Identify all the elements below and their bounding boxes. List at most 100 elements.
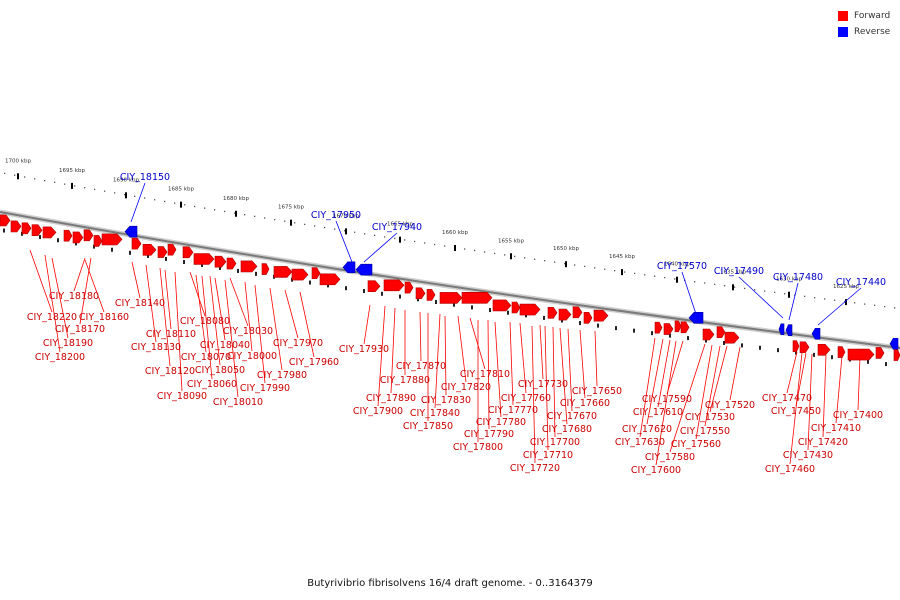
forward-gene[interactable] (492, 299, 512, 312)
forward-gene[interactable] (893, 349, 900, 361)
forward-gene-label[interactable]: CIY_18190 (43, 338, 93, 349)
forward-gene-label[interactable]: CIY_17520 (705, 400, 755, 411)
forward-gene-label[interactable]: CIY_17650 (572, 386, 622, 397)
forward-gene-label[interactable]: CIY_18010 (213, 397, 263, 408)
forward-gene-label[interactable]: CIY_18060 (187, 379, 237, 390)
forward-gene-label[interactable]: CIY_17560 (671, 439, 721, 450)
reverse-gene[interactable] (124, 225, 138, 238)
forward-gene[interactable] (875, 347, 885, 359)
forward-gene[interactable] (226, 257, 237, 270)
reverse-gene[interactable] (811, 327, 821, 340)
forward-gene[interactable] (439, 292, 463, 304)
forward-gene[interactable] (663, 323, 674, 335)
forward-gene-label[interactable]: CIY_17830 (421, 395, 471, 406)
forward-gene[interactable] (583, 312, 593, 324)
forward-gene-label[interactable]: CIY_18140 (115, 298, 165, 309)
forward-gene[interactable] (101, 233, 123, 246)
reverse-gene[interactable] (688, 312, 704, 324)
reverse-gene-label[interactable]: CIY_17480 (773, 272, 823, 283)
forward-gene-label[interactable]: CIY_17420 (798, 437, 848, 448)
forward-gene-label[interactable]: CIY_17870 (396, 361, 446, 372)
reverse-gene-label[interactable]: CIY_17940 (372, 222, 422, 233)
forward-gene-label[interactable]: CIY_17980 (257, 370, 307, 381)
reverse-gene[interactable] (342, 261, 356, 274)
forward-gene[interactable] (291, 268, 309, 281)
forward-gene-label[interactable]: CIY_17660 (560, 398, 610, 409)
forward-gene[interactable] (404, 281, 414, 294)
forward-gene[interactable] (83, 229, 94, 242)
forward-gene-label[interactable]: CIY_17720 (510, 463, 560, 474)
forward-gene-label[interactable]: CIY_17760 (501, 393, 551, 404)
forward-gene[interactable] (261, 263, 270, 275)
forward-gene-label[interactable]: CIY_17990 (240, 383, 290, 394)
forward-gene-label[interactable]: CIY_17670 (547, 411, 597, 422)
forward-gene[interactable] (792, 340, 800, 352)
forward-gene[interactable] (72, 231, 84, 244)
forward-gene[interactable] (519, 303, 541, 316)
forward-gene-label[interactable]: CIY_17450 (771, 406, 821, 417)
forward-gene[interactable] (319, 273, 341, 286)
forward-gene[interactable] (817, 343, 831, 356)
forward-gene-label[interactable]: CIY_17550 (680, 426, 730, 437)
forward-gene-label[interactable]: CIY_17620 (622, 424, 672, 435)
forward-gene[interactable] (63, 229, 73, 242)
forward-gene-label[interactable]: CIY_17470 (762, 393, 812, 404)
forward-gene[interactable] (0, 214, 11, 227)
forward-gene-label[interactable]: CIY_17930 (339, 344, 389, 355)
forward-gene-label[interactable]: CIY_17840 (410, 408, 460, 419)
forward-gene-label[interactable]: CIY_17590 (642, 394, 692, 405)
forward-gene[interactable] (383, 279, 405, 292)
forward-gene-label[interactable]: CIY_17780 (476, 417, 526, 428)
forward-gene-label[interactable]: CIY_17770 (488, 405, 538, 416)
forward-gene-label[interactable]: CIY_17700 (530, 437, 580, 448)
forward-gene[interactable] (240, 260, 258, 273)
forward-gene-label[interactable]: CIY_18200 (35, 352, 85, 363)
forward-gene-label[interactable]: CIY_17610 (633, 407, 683, 418)
forward-gene-label[interactable]: CIY_18030 (223, 326, 273, 337)
reverse-gene[interactable] (889, 337, 899, 350)
forward-gene-label[interactable]: CIY_18050 (195, 365, 245, 376)
forward-gene-label[interactable]: CIY_17580 (645, 452, 695, 463)
forward-gene[interactable] (273, 266, 293, 278)
forward-gene-label[interactable]: CIY_17730 (518, 379, 568, 390)
forward-gene[interactable] (847, 348, 875, 361)
forward-gene[interactable] (93, 235, 103, 247)
forward-gene-label[interactable]: CIY_18110 (146, 329, 196, 340)
forward-gene-label[interactable]: CIY_17410 (811, 423, 861, 434)
forward-gene[interactable] (511, 301, 521, 314)
forward-gene[interactable] (674, 320, 682, 333)
forward-gene[interactable] (311, 267, 321, 279)
forward-gene-label[interactable]: CIY_17600 (631, 465, 681, 476)
forward-gene[interactable] (42, 226, 57, 239)
forward-gene[interactable] (182, 246, 194, 259)
forward-gene-label[interactable]: CIY_17790 (464, 429, 514, 440)
forward-gene-label[interactable]: CIY_17460 (765, 464, 815, 475)
reverse-gene[interactable] (785, 324, 793, 337)
forward-gene[interactable] (142, 244, 157, 256)
reverse-gene-label[interactable]: CIY_17490 (714, 266, 764, 277)
reverse-gene[interactable] (778, 323, 785, 336)
forward-gene-label[interactable]: CIY_18180 (49, 291, 99, 302)
forward-gene-label[interactable]: CIY_17680 (542, 424, 592, 435)
reverse-gene-label[interactable]: CIY_17950 (311, 210, 361, 221)
forward-gene-label[interactable]: CIY_18220 (27, 312, 77, 323)
forward-gene[interactable] (724, 331, 740, 344)
forward-gene[interactable] (157, 246, 168, 258)
forward-gene-label[interactable]: CIY_17820 (441, 382, 491, 393)
forward-gene-label[interactable]: CIY_18130 (131, 342, 181, 353)
forward-gene-label[interactable]: CIY_17850 (403, 421, 453, 432)
forward-gene[interactable] (593, 309, 609, 322)
forward-gene-label[interactable]: CIY_18080 (180, 316, 230, 327)
forward-gene[interactable] (10, 220, 22, 233)
forward-gene-label[interactable]: CIY_17880 (380, 375, 430, 386)
forward-gene-label[interactable]: CIY_17890 (366, 393, 416, 404)
forward-gene-label[interactable]: CIY_18120 (145, 366, 195, 377)
reverse-gene-label[interactable]: CIY_17440 (836, 277, 886, 288)
forward-gene[interactable] (572, 306, 583, 319)
forward-gene[interactable] (426, 289, 436, 301)
forward-gene[interactable] (716, 326, 726, 338)
forward-gene[interactable] (654, 321, 663, 334)
forward-gene[interactable] (31, 224, 43, 236)
forward-gene[interactable] (702, 328, 715, 341)
forward-gene[interactable] (558, 308, 572, 321)
